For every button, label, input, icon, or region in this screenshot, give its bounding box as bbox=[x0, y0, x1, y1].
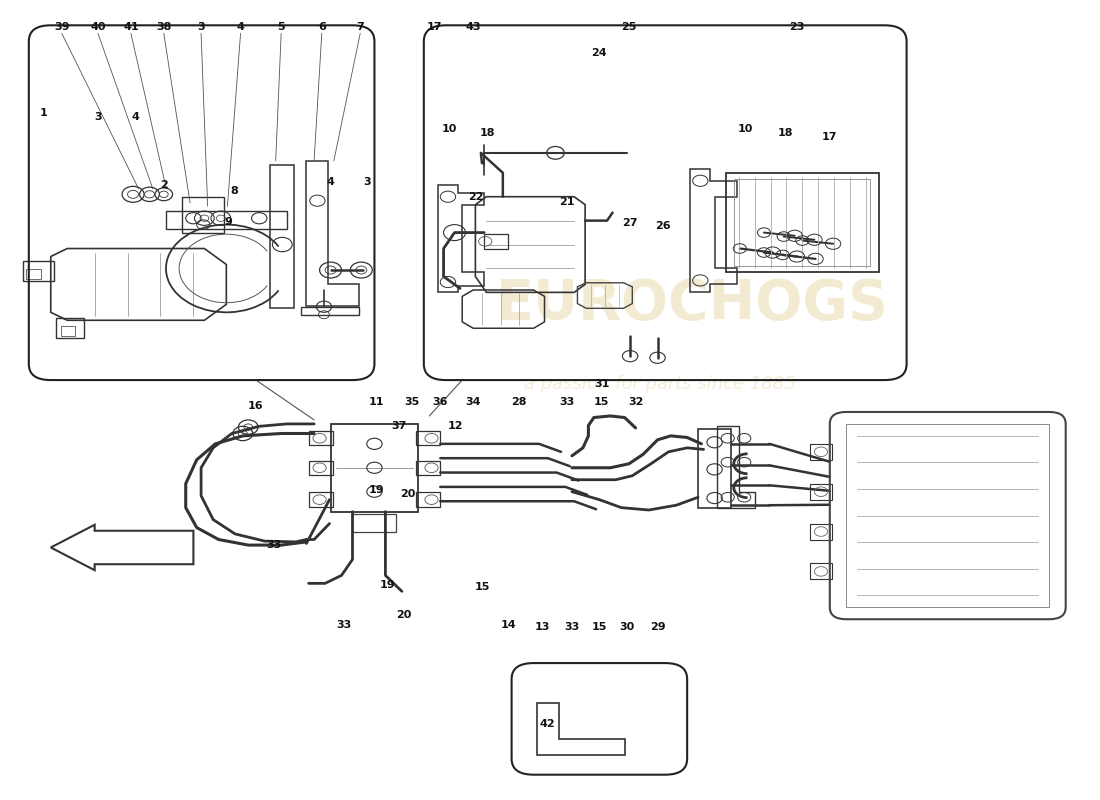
Bar bbox=[810, 523, 832, 539]
Text: 10: 10 bbox=[441, 124, 456, 134]
Text: 43: 43 bbox=[465, 22, 481, 32]
Text: 21: 21 bbox=[559, 198, 574, 207]
Text: 33: 33 bbox=[337, 620, 351, 630]
Bar bbox=[810, 444, 832, 460]
Text: 31: 31 bbox=[594, 379, 609, 389]
Text: 34: 34 bbox=[465, 398, 481, 407]
Bar bbox=[416, 461, 440, 475]
Text: 14: 14 bbox=[500, 620, 516, 630]
Text: 23: 23 bbox=[789, 22, 804, 32]
Bar bbox=[810, 484, 832, 500]
Bar bbox=[698, 430, 732, 508]
Bar bbox=[810, 563, 832, 579]
Bar bbox=[23, 261, 54, 281]
Bar bbox=[183, 197, 224, 233]
Text: 8: 8 bbox=[230, 186, 238, 196]
Bar bbox=[60, 326, 75, 336]
Text: 39: 39 bbox=[54, 22, 69, 32]
Text: 24: 24 bbox=[592, 48, 607, 58]
Text: 16: 16 bbox=[249, 401, 264, 410]
Text: 6: 6 bbox=[318, 22, 326, 32]
Text: 3: 3 bbox=[363, 178, 371, 187]
Text: 33: 33 bbox=[564, 622, 580, 632]
Text: 33: 33 bbox=[266, 540, 282, 550]
Bar bbox=[25, 269, 41, 279]
Text: 13: 13 bbox=[535, 622, 550, 632]
Bar bbox=[352, 514, 396, 531]
Text: 19: 19 bbox=[368, 485, 385, 495]
Text: 42: 42 bbox=[540, 719, 556, 730]
Text: 32: 32 bbox=[628, 398, 643, 407]
Text: 15: 15 bbox=[594, 398, 609, 407]
Text: 17: 17 bbox=[427, 22, 442, 32]
Text: 22: 22 bbox=[468, 192, 483, 202]
Text: 41: 41 bbox=[123, 22, 139, 32]
Text: 29: 29 bbox=[650, 622, 666, 632]
Text: 35: 35 bbox=[404, 398, 419, 407]
FancyArrow shape bbox=[51, 525, 194, 570]
Text: 12: 12 bbox=[448, 421, 463, 430]
Text: 9: 9 bbox=[224, 218, 232, 227]
Bar bbox=[484, 234, 508, 249]
Text: 4: 4 bbox=[327, 178, 334, 187]
Bar bbox=[309, 493, 332, 507]
Text: 38: 38 bbox=[156, 22, 172, 32]
Text: 20: 20 bbox=[396, 610, 411, 620]
Text: 26: 26 bbox=[656, 222, 671, 231]
Text: 27: 27 bbox=[623, 218, 638, 228]
Text: 30: 30 bbox=[619, 622, 635, 632]
Text: 37: 37 bbox=[390, 421, 406, 430]
Text: 25: 25 bbox=[621, 22, 637, 32]
Text: 20: 20 bbox=[399, 489, 415, 499]
Text: a passion for parts since 1885: a passion for parts since 1885 bbox=[524, 375, 795, 393]
Bar bbox=[56, 318, 84, 338]
Text: 4: 4 bbox=[131, 112, 140, 122]
Text: 18: 18 bbox=[778, 128, 794, 138]
Text: 15: 15 bbox=[474, 582, 490, 592]
Bar bbox=[735, 179, 870, 266]
Text: 5: 5 bbox=[277, 22, 285, 32]
Text: 10: 10 bbox=[738, 124, 754, 134]
Text: 4: 4 bbox=[236, 22, 244, 32]
Text: EUROCHOGS: EUROCHOGS bbox=[496, 278, 889, 331]
Text: 28: 28 bbox=[512, 398, 527, 407]
Text: 18: 18 bbox=[480, 128, 495, 138]
Text: 7: 7 bbox=[356, 22, 364, 32]
Text: 40: 40 bbox=[90, 22, 106, 32]
Text: 15: 15 bbox=[592, 622, 607, 632]
Bar bbox=[309, 431, 332, 446]
Bar bbox=[846, 424, 1049, 607]
Bar bbox=[309, 461, 332, 475]
Bar bbox=[416, 431, 440, 446]
Text: 2: 2 bbox=[160, 180, 167, 190]
Bar bbox=[166, 211, 287, 229]
Text: 33: 33 bbox=[559, 398, 574, 407]
Bar bbox=[416, 493, 440, 507]
Text: 17: 17 bbox=[822, 132, 837, 142]
Text: 3: 3 bbox=[95, 112, 102, 122]
Text: 11: 11 bbox=[368, 398, 384, 407]
Text: 1: 1 bbox=[40, 108, 47, 118]
Text: 3: 3 bbox=[197, 22, 205, 32]
Text: 19: 19 bbox=[379, 580, 395, 590]
Text: 36: 36 bbox=[432, 398, 448, 407]
